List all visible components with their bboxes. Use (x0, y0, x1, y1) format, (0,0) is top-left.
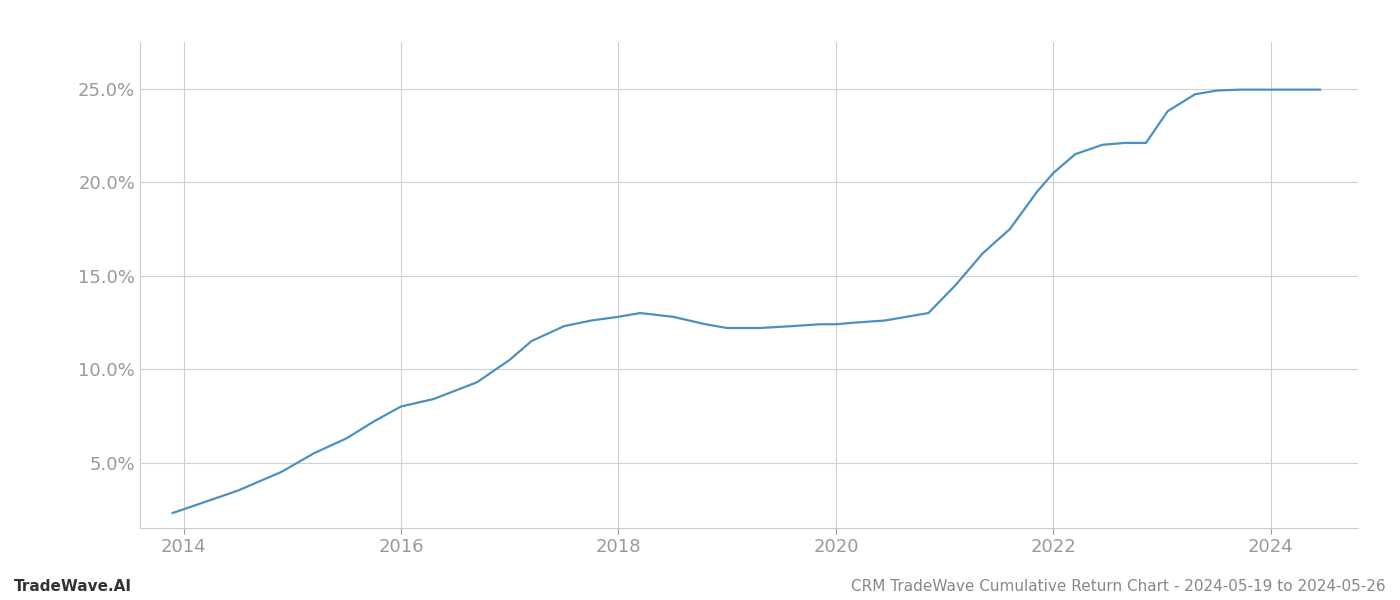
Text: TradeWave.AI: TradeWave.AI (14, 579, 132, 594)
Text: CRM TradeWave Cumulative Return Chart - 2024-05-19 to 2024-05-26: CRM TradeWave Cumulative Return Chart - … (851, 579, 1386, 594)
